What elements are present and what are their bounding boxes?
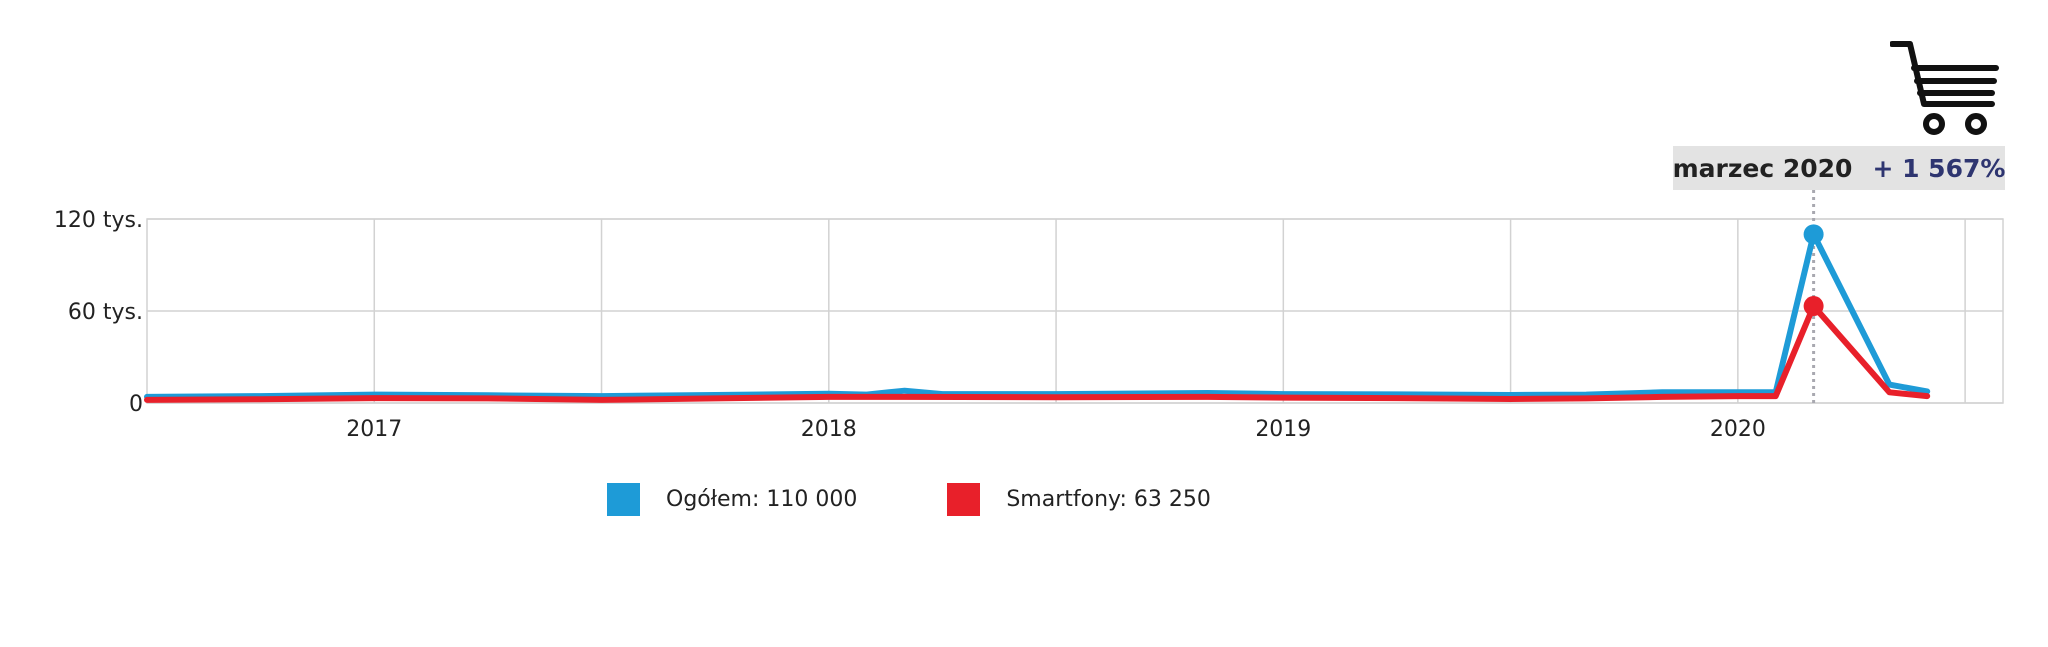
highlight-point-ogółem — [1803, 224, 1824, 245]
series-line-ogółem — [144, 231, 1931, 400]
x-tick-label: 2018 — [801, 417, 857, 442]
tooltip-change: + 1 567% — [1872, 153, 2006, 183]
legend-item-smartfony: Smartfony: 63 250 — [947, 483, 1211, 516]
highlight-points — [1803, 224, 1824, 317]
legend-swatch-ogolem — [607, 483, 640, 516]
tooltip-date: marzec 2020 — [1672, 153, 1853, 183]
highlight-point-smartfony — [1803, 296, 1824, 317]
y-tick-label: 60 tys. — [68, 300, 143, 325]
y-tick-label: 120 tys. — [54, 208, 143, 233]
chart-series — [144, 231, 1931, 403]
legend-item-ogolem: Ogółem: 110 000 — [607, 483, 857, 516]
axis-tick-labels: 0 60 tys. 120 tys. 2017 2018 2019 2020 — [54, 208, 1766, 442]
chart-grid — [146, 218, 2004, 404]
series-line-smartfony — [144, 303, 1931, 403]
y-tick-label: 0 — [129, 392, 143, 417]
x-tick-label: 2019 — [1255, 417, 1311, 442]
tooltip: marzec 2020 + 1 567% — [1673, 146, 2005, 190]
shopping-cart-icon — [1890, 41, 1999, 135]
legend: Ogółem: 110 000 Smartfony: 63 250 — [607, 483, 1301, 516]
x-tick-label: 2020 — [1710, 417, 1766, 442]
legend-swatch-smartfony — [947, 483, 981, 516]
x-tick-label: 2017 — [346, 417, 402, 442]
legend-label-smartfony: Smartfony: 63 250 — [1006, 487, 1211, 512]
legend-label-ogolem: Ogółem: 110 000 — [666, 487, 858, 512]
